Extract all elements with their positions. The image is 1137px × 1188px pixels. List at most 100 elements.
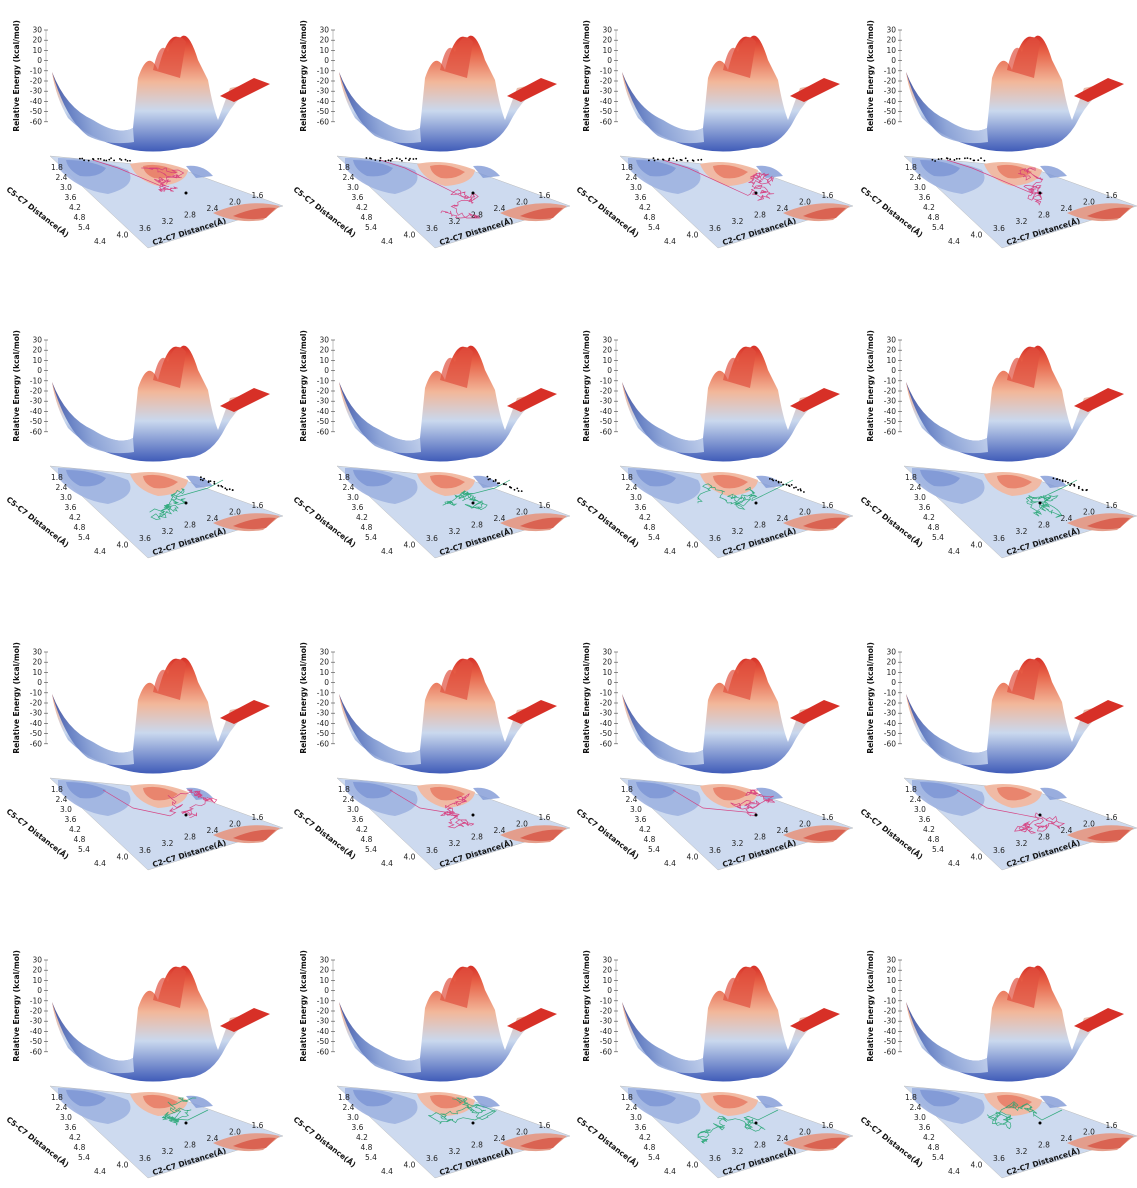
surface-well [339, 72, 421, 144]
y-tick-label: 3.0 [630, 805, 642, 814]
x-tick-label: 2.8 [471, 211, 483, 220]
y-tick-label: 3.6 [919, 815, 931, 824]
structure-marker [803, 491, 805, 493]
x-tick-label: 3.6 [139, 1154, 151, 1163]
z-tick-label: 30 [319, 956, 329, 965]
z-tick-label: -30 [600, 397, 612, 406]
y-axis-label: C5-C7 Distance(Å) [859, 807, 925, 861]
x-tick-label: 1.6 [1106, 191, 1118, 200]
structure-marker [652, 157, 655, 160]
energy-surface [906, 965, 1114, 1082]
contour-min-region [636, 160, 676, 177]
x-tick-label: 4.4 [948, 237, 960, 246]
surface-peak-highlight [440, 346, 473, 388]
y-tick-label: 4.2 [639, 513, 651, 522]
z-tick-label: 10 [319, 356, 329, 365]
energy-surface [906, 657, 1114, 774]
z-tick-label: 30 [32, 648, 42, 657]
z-tick-label: -50 [600, 729, 612, 738]
y-tick-label: 4.8 [74, 1143, 86, 1152]
x-tick-label: 4.4 [381, 237, 393, 246]
x-tick-label: 4.4 [94, 859, 106, 868]
structure-marker [387, 159, 390, 162]
surface-peak-highlight [153, 36, 186, 78]
x-tick-label: 2.8 [1038, 211, 1050, 220]
z-tick-label: 0 [891, 366, 896, 375]
x-tick-label: 2.0 [229, 1127, 241, 1136]
y-tick-label: 2.4 [626, 483, 638, 492]
y-tick-label: 4.8 [644, 523, 656, 532]
z-tick-label: -30 [317, 1017, 329, 1026]
trajectory-endpoint [471, 813, 475, 817]
surface-panel-1: 30 20 10 0 -10 -20 -30 -40 -50 -60 Relative Energy… [5, 8, 288, 258]
surface-peak-highlight [440, 966, 473, 1008]
z-tick-label: -60 [600, 427, 612, 436]
z-tick-label: -60 [884, 1047, 896, 1056]
y-tick-label: 4.8 [74, 523, 86, 532]
x-tick-label: 3.6 [993, 224, 1005, 233]
structure-marker [415, 157, 418, 160]
y-tick-label: 4.2 [69, 825, 81, 834]
z-tick-label: 30 [602, 956, 612, 965]
structure-marker [209, 480, 212, 482]
structure-marker [395, 157, 398, 160]
structure-marker [940, 157, 943, 160]
y-tick-label: 3.6 [352, 1123, 364, 1132]
contour-peak-region [143, 474, 178, 489]
x-tick-label: 3.2 [162, 839, 174, 848]
x-tick-label: 2.4 [777, 826, 789, 835]
y-tick-label: 3.0 [914, 1113, 926, 1122]
x-tick-label: 3.2 [732, 527, 744, 536]
z-axis-label: Relative Energy (kcal/mol) [299, 20, 308, 132]
contour-peak-region [143, 786, 178, 801]
z-tick-label: -60 [600, 739, 612, 748]
x-tick-label: 4.4 [94, 237, 106, 246]
structure-marker [231, 489, 234, 491]
x-tick-label: 1.6 [822, 1121, 834, 1130]
x-tick-label: 2.4 [207, 826, 219, 835]
y-tick-label: 3.0 [914, 183, 926, 192]
structure-marker [513, 488, 516, 491]
y-tick-label: 3.0 [60, 1113, 72, 1122]
z-tick-label: -50 [317, 417, 329, 426]
z-tick-label: -50 [317, 729, 329, 738]
trajectory-path [149, 479, 224, 520]
contour-right-low [1040, 165, 1067, 178]
z-axis-label: Relative Energy (kcal/mol) [12, 330, 21, 442]
structure-marker [949, 158, 952, 161]
structure-marker [379, 157, 382, 159]
z-axis-label: Relative Energy (kcal/mol) [299, 330, 308, 442]
x-tick-label: 4.0 [687, 540, 699, 549]
x-tick-label: 4.0 [117, 230, 129, 239]
y-axis-label: C5-C7 Distance(Å) [859, 495, 925, 549]
trajectory-endpoint [1038, 813, 1042, 817]
structure-marker [771, 478, 773, 481]
energy-surface [52, 35, 260, 152]
y-tick-label: 1.8 [338, 473, 350, 482]
y-tick-label: 2.4 [626, 795, 638, 804]
x-tick-label: 2.4 [494, 514, 506, 523]
surface-ridge [790, 388, 840, 412]
z-tick-label: -10 [317, 688, 329, 697]
z-tick-label: 10 [32, 976, 42, 985]
z-tick-label: -60 [317, 427, 329, 436]
contour-min-region [353, 470, 393, 487]
z-axis-label: Relative Energy (kcal/mol) [299, 642, 308, 754]
z-tick-label: -10 [884, 688, 896, 697]
z-tick-label: -20 [884, 699, 896, 708]
z-tick-label: -40 [317, 97, 329, 106]
surface-peak-highlight [1007, 36, 1040, 78]
surface-well [622, 382, 704, 454]
surface-well [906, 72, 988, 144]
z-tick-label: 30 [602, 648, 612, 657]
contour-min-region [920, 782, 960, 799]
x-tick-label: 4.0 [404, 540, 416, 549]
structure-marker [680, 159, 683, 162]
structure-marker [224, 487, 227, 490]
